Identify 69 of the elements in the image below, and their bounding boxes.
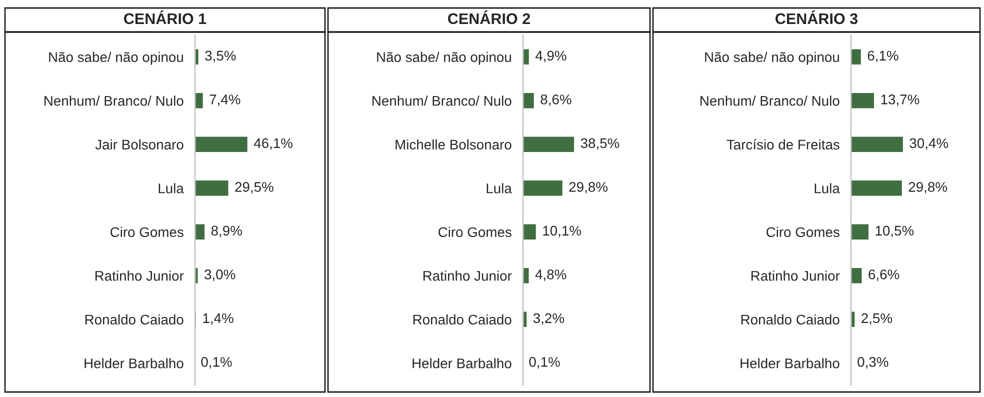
bar [523, 266, 530, 285]
y-tick-label: Lula [814, 183, 840, 194]
y-tick-label: Nenhum/ Branco/ Nulo [44, 96, 184, 106]
data-label: 13,7% [881, 94, 920, 106]
bar [523, 179, 564, 198]
data-label: 1,4% [203, 313, 234, 325]
bar [195, 135, 249, 154]
bar [523, 48, 530, 66]
y-tick-label: Ronaldo Caiado [85, 314, 184, 325]
y-tick-label: Ronaldo Caiado [413, 314, 512, 325]
bar [195, 92, 204, 110]
y-tick-label: Helder Barbalho [84, 358, 184, 368]
data-label: 7,4% [210, 94, 240, 106]
bar [851, 222, 870, 241]
bar [851, 92, 876, 110]
y-tick-label: Nenhum/ Branco/ Nulo [372, 96, 512, 106]
data-label: 6,6% [868, 270, 900, 281]
data-label: 10,1% [543, 226, 582, 238]
y-tick-label: Ronaldo Caiado [741, 314, 840, 325]
data-label: 8,9% [211, 226, 242, 238]
chart-title: CENÁRIO 1 [124, 10, 206, 24]
y-tick-label: Helder Barbalho [740, 358, 840, 368]
chart-title: CENÁRIO 3 [776, 10, 858, 24]
y-tick-label: Ratinho Junior [95, 270, 184, 281]
y-tick-label: Ciro Gomes [110, 226, 184, 238]
data-label: 0,1% [201, 357, 232, 368]
data-label: 3,0% [204, 270, 236, 281]
bar [851, 310, 856, 328]
data-label: 8,6% [540, 94, 572, 106]
data-label: 3,2% [533, 313, 564, 325]
y-tick-label: Helder Barbalho [412, 358, 512, 368]
data-label: 0,1% [529, 357, 560, 368]
y-tick-label: Não sabe/ não opinou [49, 52, 183, 65]
y-tick-label: Michelle Bolsonaro [396, 139, 512, 150]
bar [523, 92, 536, 110]
bar [195, 179, 230, 198]
data-label: 3,5% [205, 50, 236, 62]
y-tick-label: Lula [158, 183, 184, 194]
y-tick-label: Jair Bolsonaro [95, 139, 184, 150]
bar [851, 179, 904, 198]
data-label: 10,5% [876, 226, 914, 238]
bar [851, 266, 864, 285]
data-label: 30,4% [910, 138, 948, 150]
y-tick-label: Lula [486, 183, 512, 194]
bar [523, 135, 576, 154]
data-label: 6,1% [868, 50, 898, 62]
data-label: 46,1% [254, 138, 292, 150]
data-label: 4,9% [535, 50, 566, 62]
y-tick-label: Não sabe/ não opinou [705, 52, 839, 65]
data-label: 29,8% [908, 182, 948, 194]
bar [195, 222, 206, 241]
y-tick-label: Ratinho Junior [423, 270, 512, 281]
data-label: 29,8% [569, 182, 608, 194]
y-tick-label: Ciro Gomes [766, 226, 840, 238]
y-tick-label: Não sabe/ não opinou [377, 52, 511, 65]
chart-title: CENÁRIO 2 [448, 10, 530, 24]
y-tick-label: Ciro Gomes [438, 226, 512, 238]
data-label: 29,5% [235, 182, 274, 194]
data-label: 4,8% [535, 270, 566, 281]
bar [523, 222, 538, 241]
data-label: 2,5% [862, 313, 892, 325]
y-tick-label: Ratinho Junior [751, 270, 840, 281]
y-tick-label: Tarcísio de Freitas [726, 139, 840, 150]
bar [523, 310, 528, 328]
data-label: 0,3% [858, 357, 888, 368]
bar [851, 48, 862, 66]
y-tick-label: Nenhum/ Branco/ Nulo [700, 96, 840, 106]
bar [851, 135, 904, 154]
data-label: 38,5% [580, 138, 620, 150]
